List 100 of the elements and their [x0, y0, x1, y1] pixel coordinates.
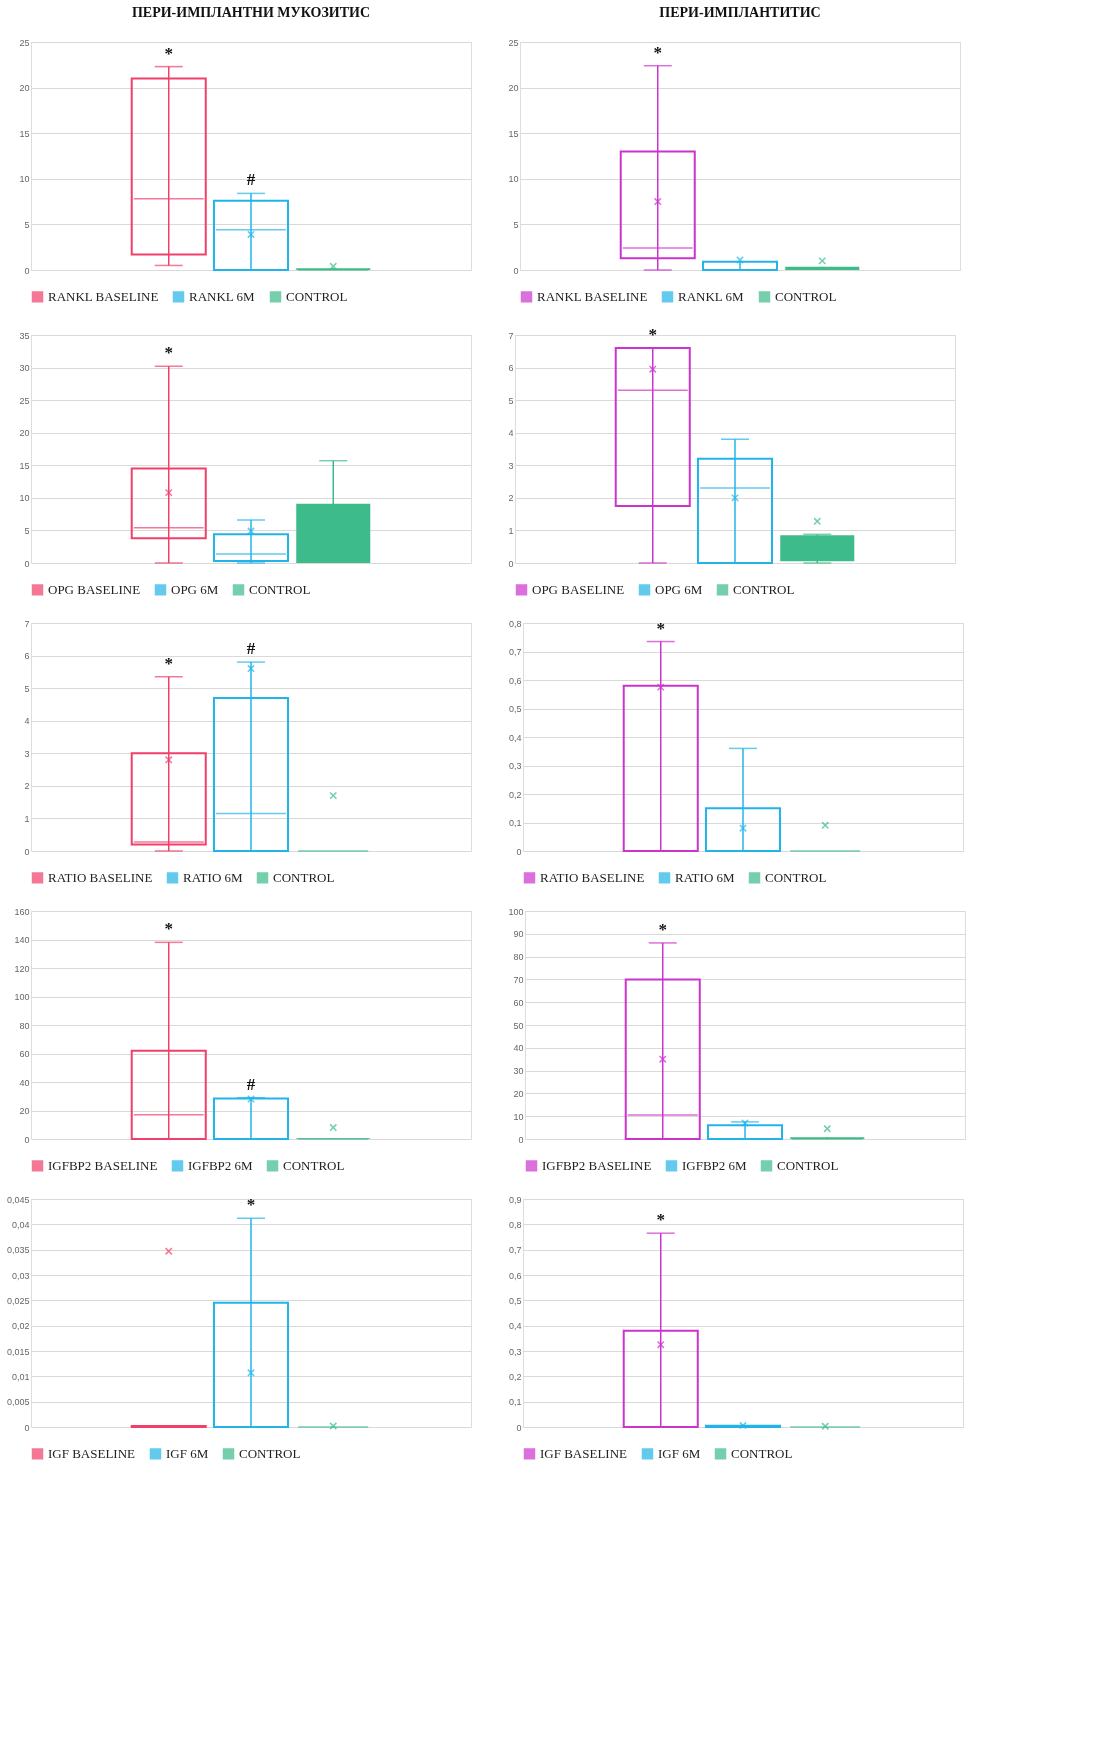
chart-title: ПЕРИ-ИМПЛАНТНИ МУКОЗИТИС [131, 5, 371, 20]
y-tick-label: 0,02 [11, 1321, 30, 1332]
y-tick-label: 20 [19, 1106, 30, 1116]
y-tick-label: 5 [24, 525, 30, 536]
y-tick-label: 25 [19, 37, 30, 48]
legend-label: CONTROL [765, 869, 827, 885]
legend-label: IGF 6M [658, 1445, 701, 1461]
y-tick-label: 10 [19, 174, 30, 185]
y-tick-label: 90 [513, 929, 524, 940]
y-tick-label: 7 [24, 618, 30, 629]
y-tick-label: 0,045 [6, 1194, 30, 1205]
legend-label: OPG 6M [655, 581, 703, 597]
legend-label: CONTROL [273, 869, 335, 885]
legend-label: RANKL BASELINE [537, 288, 648, 304]
annotation: * [656, 1210, 665, 1230]
y-tick-label: 0,025 [6, 1295, 30, 1306]
y-tick-label: 120 [14, 963, 30, 974]
legend-label: RATIO BASELINE [48, 869, 153, 885]
legend-label: CONTROL [283, 1157, 345, 1173]
legend-label: CONTROL [733, 581, 795, 597]
annotation: # [246, 639, 256, 659]
legend-label: RANKL BASELINE [48, 288, 159, 304]
y-tick-label: 0,6 [508, 1270, 522, 1281]
y-tick-label: 0,6 [508, 675, 522, 686]
y-tick-label: 80 [19, 1020, 30, 1031]
y-tick-label: 5 [513, 219, 519, 230]
annotation: * [653, 42, 662, 62]
y-tick-label: 70 [513, 974, 524, 985]
y-tick-label: 0 [24, 1422, 30, 1433]
y-tick-label: 10 [513, 1111, 524, 1122]
y-tick-label: 10 [508, 174, 519, 185]
y-tick-label: 6 [508, 363, 514, 374]
y-tick-label: 25 [19, 395, 30, 406]
legend-label: RANKL 6M [678, 288, 745, 304]
y-tick-label: 0 [518, 1134, 524, 1145]
y-tick-label: 1 [24, 813, 30, 824]
legend-label: OPG BASELINE [532, 581, 625, 597]
y-tick-label: 100 [14, 992, 30, 1002]
y-tick-label: 5 [508, 395, 514, 406]
legend-label: IGF 6M [166, 1445, 209, 1461]
y-tick-label: 80 [513, 952, 524, 963]
y-tick-label: 0 [24, 846, 30, 857]
legend-label: CONTROL [775, 288, 837, 304]
y-tick-label: 0 [516, 1422, 522, 1433]
legend-label: CONTROL [731, 1445, 793, 1461]
y-tick-label: 3 [508, 460, 514, 471]
y-tick-label: 0,4 [508, 732, 522, 743]
legend-label: RATIO 6M [183, 869, 244, 885]
y-tick-label: 0,7 [508, 1245, 522, 1256]
y-tick-label: 60 [513, 997, 524, 1008]
y-tick-label: 1 [508, 525, 514, 536]
y-tick-label: 20 [19, 428, 30, 439]
y-tick-label: 6 [24, 651, 30, 662]
y-tick-label: 0,015 [6, 1346, 30, 1357]
y-tick-label: 0,01 [11, 1371, 30, 1382]
y-tick-label: 0 [508, 558, 514, 569]
y-tick-label: 0 [513, 265, 519, 276]
y-tick-label: 0 [24, 1134, 30, 1145]
y-tick-label: 60 [19, 1049, 30, 1059]
y-tick-label: 0 [24, 265, 30, 276]
annotation: * [246, 1195, 256, 1215]
y-tick-label: 40 [19, 1077, 30, 1088]
annotation: * [164, 653, 173, 673]
y-tick-label: 160 [14, 906, 30, 917]
y-tick-label: 7 [508, 330, 514, 341]
annotation: # [246, 170, 256, 190]
y-tick-label: 0,5 [508, 1295, 522, 1306]
legend-label: CONTROL [249, 581, 311, 597]
y-tick-label: 0,1 [508, 818, 522, 828]
y-tick-label: 5 [24, 683, 30, 694]
y-tick-label: 0,8 [508, 618, 522, 629]
legend-label: RANKL 6M [189, 288, 256, 304]
y-tick-label: 0,04 [11, 1219, 30, 1230]
y-tick-label: 0,5 [508, 704, 522, 714]
y-tick-label: 10 [19, 493, 30, 504]
annotation: * [656, 618, 665, 638]
legend-label: RATIO 6M [675, 869, 736, 885]
y-tick-label: 0,9 [508, 1194, 522, 1205]
y-tick-label: 100 [508, 906, 524, 917]
legend-label: CONTROL [286, 288, 348, 304]
chart-title: ПЕРИ-ИМПЛАНТИТИС [659, 5, 821, 20]
legend-label: IGFBP2 6M [188, 1157, 254, 1173]
y-tick-label: 0,8 [508, 1219, 522, 1230]
legend-label: IGFBP2 BASELINE [48, 1157, 158, 1173]
y-tick-label: 0,1 [508, 1397, 522, 1408]
y-tick-label: 35 [19, 330, 30, 341]
legend-label: RATIO BASELINE [540, 869, 645, 885]
y-tick-label: 0,2 [508, 789, 522, 800]
y-tick-label: 30 [19, 363, 30, 374]
legend-label: CONTROL [239, 1445, 301, 1461]
annotation: * [164, 343, 173, 363]
annotation: * [164, 43, 173, 63]
y-tick-label: 15 [19, 460, 30, 471]
y-tick-label: 0,2 [508, 1371, 522, 1382]
legend-label: OPG BASELINE [48, 581, 141, 597]
legend-label: CONTROL [777, 1157, 839, 1173]
y-tick-label: 40 [513, 1043, 524, 1054]
y-tick-label: 4 [24, 716, 30, 727]
y-tick-label: 140 [14, 935, 30, 945]
y-tick-label: 0,4 [508, 1321, 522, 1332]
